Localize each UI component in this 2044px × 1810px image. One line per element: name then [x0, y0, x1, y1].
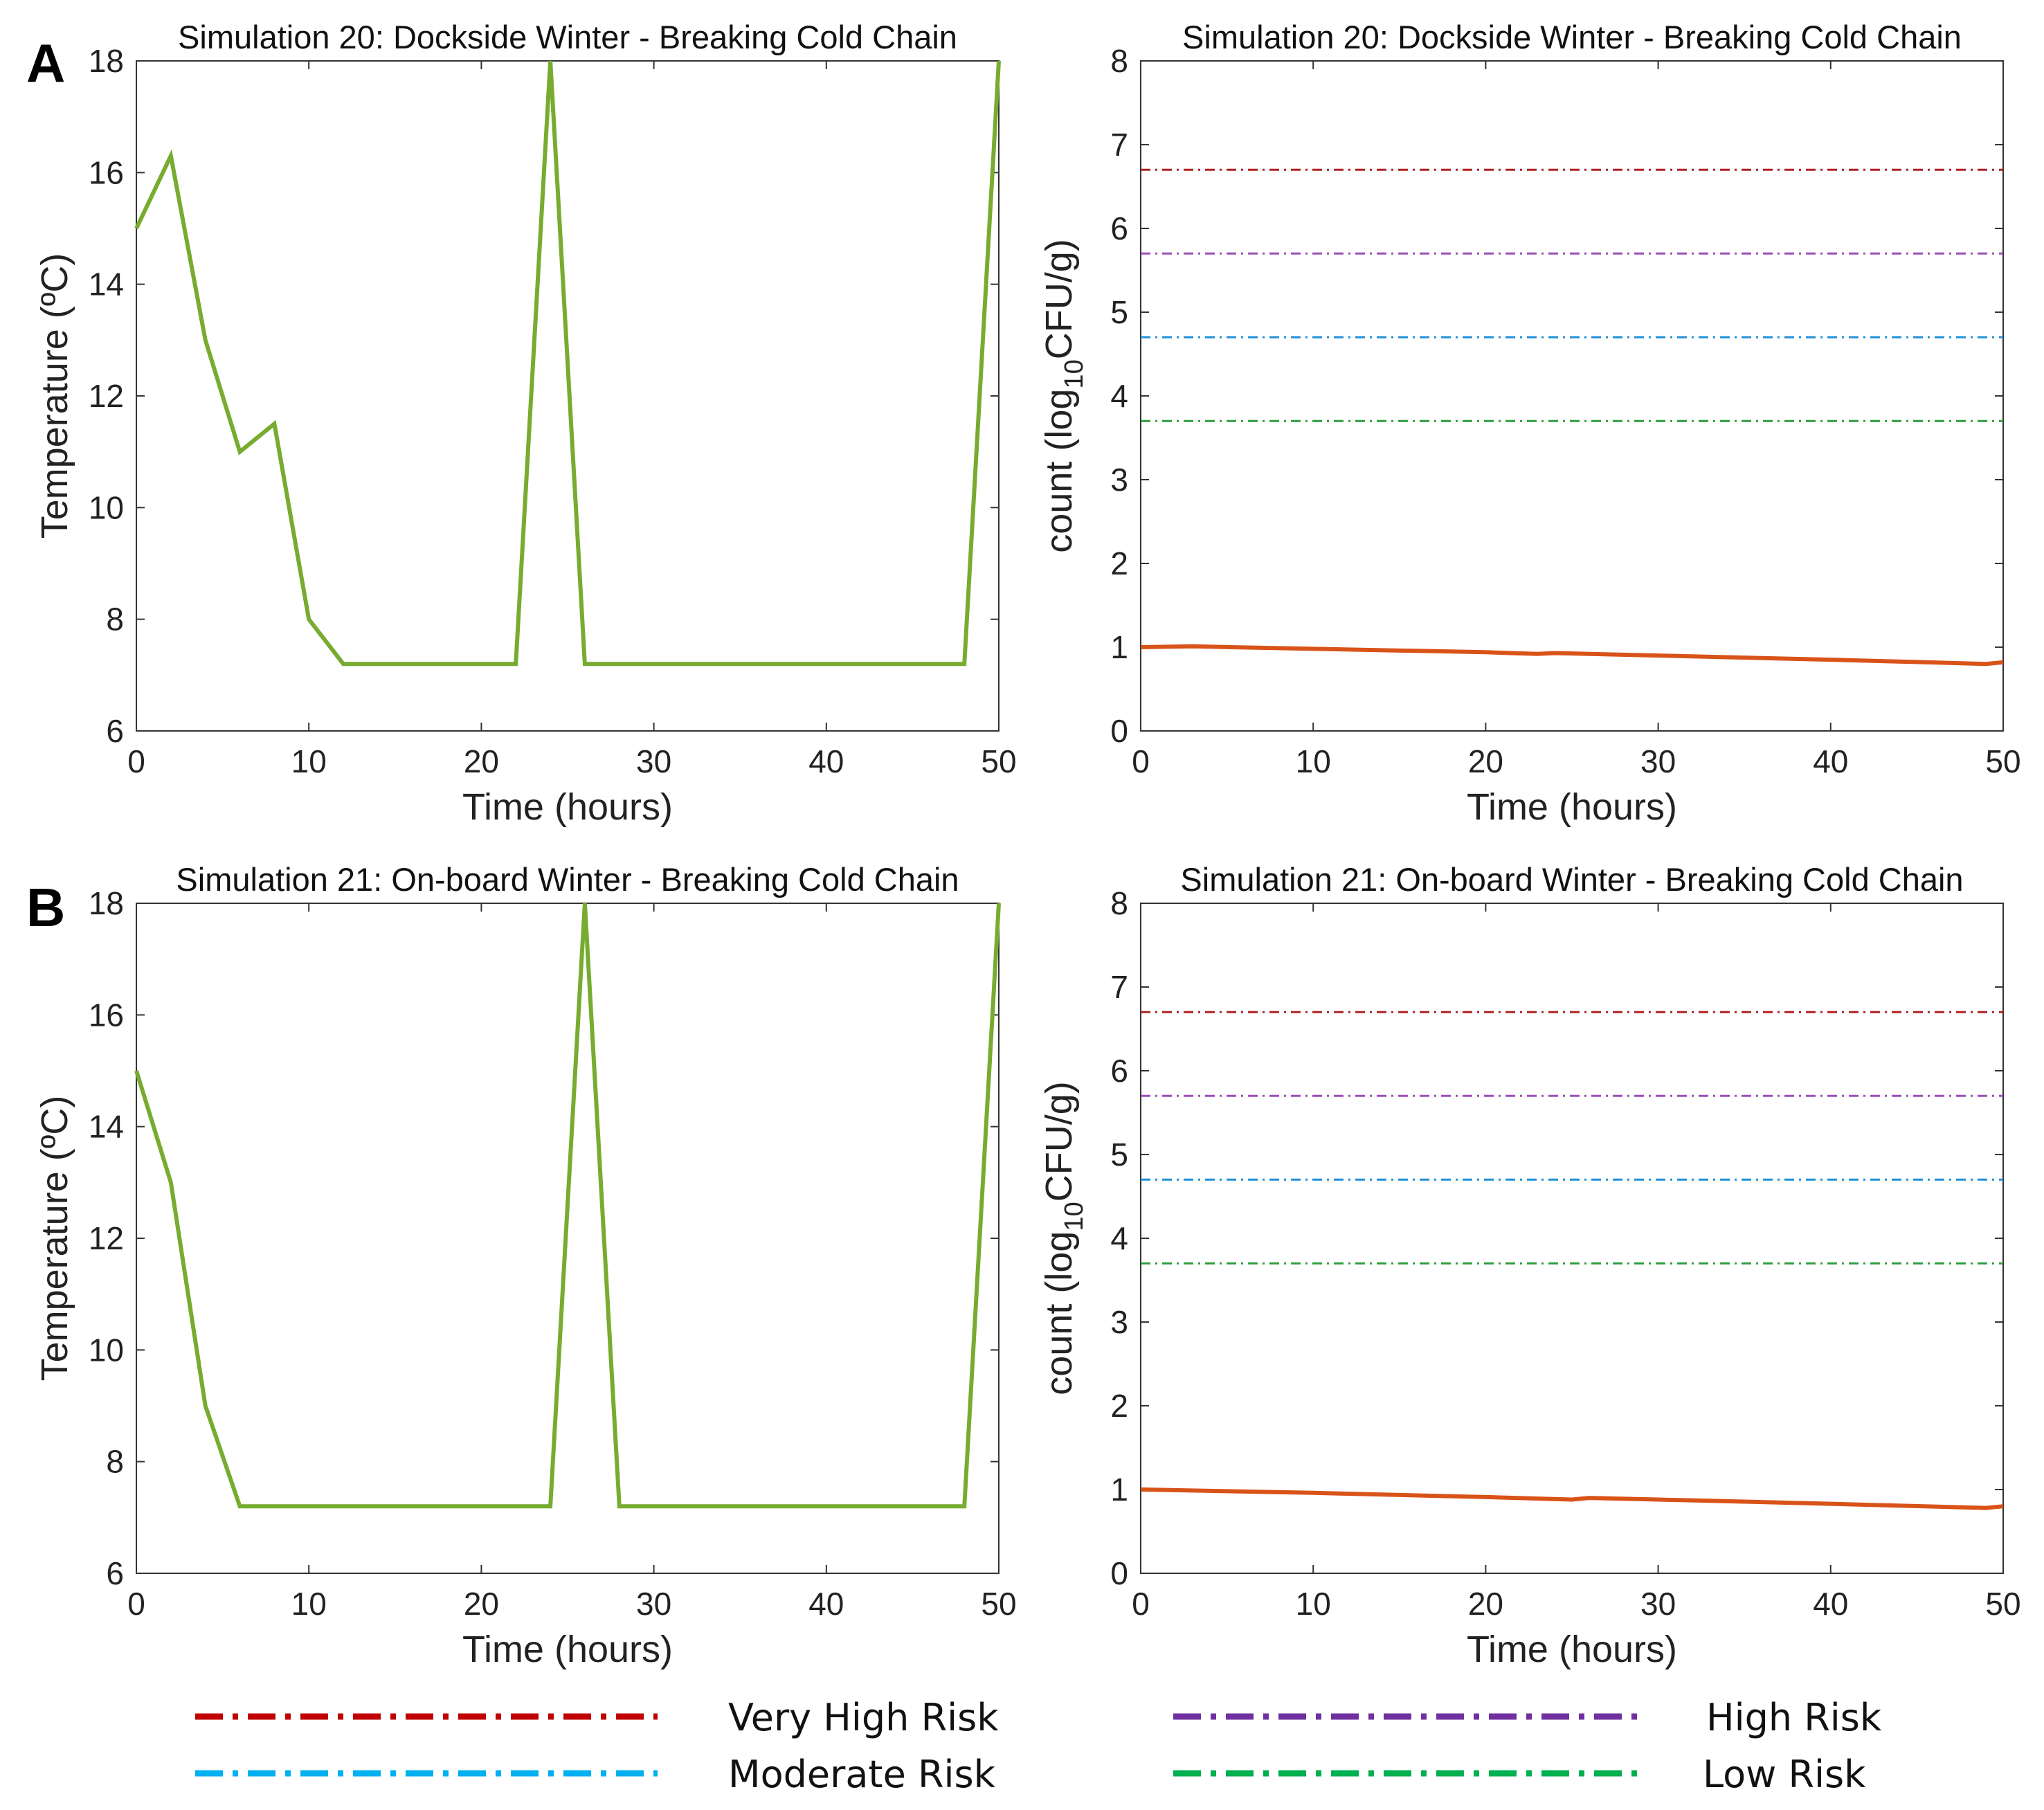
chart-b-count: Simulation 21: On-board Winter - Breakin… — [1038, 861, 2021, 1670]
y-tick-label: 0 — [1110, 1555, 1128, 1591]
x-tick-label: 50 — [1985, 1586, 2020, 1622]
y-tick-label: 8 — [106, 1444, 124, 1480]
y-tick-label: 6 — [1110, 1053, 1128, 1089]
x-axis-label: Time (hours) — [462, 786, 673, 828]
y-tick-label: 12 — [89, 378, 124, 414]
series-line-count — [1140, 644, 2004, 667]
x-axis-label: Time (hours) — [462, 1629, 673, 1670]
y-axis-label-tail: CFU/g) — [1038, 1081, 1080, 1202]
x-tick-label: 0 — [1132, 1586, 1150, 1622]
y-axis-label-subscript: 10 — [1060, 359, 1089, 388]
y-tick-label: 10 — [89, 489, 124, 525]
x-tick-label: 50 — [1985, 743, 2020, 779]
chart-title: Simulation 21: On-board Winter - Breakin… — [176, 861, 959, 898]
chart-title: Simulation 20: Dockside Winter - Breakin… — [178, 19, 957, 55]
x-tick-label: 30 — [1640, 1586, 1676, 1622]
x-tick-label: 20 — [1468, 1586, 1503, 1622]
y-tick-label: 6 — [106, 1555, 124, 1591]
chart-title: Simulation 20: Dockside Winter - Breakin… — [1182, 19, 1962, 55]
plot-area — [1140, 60, 2004, 732]
y-tick-label: 18 — [89, 885, 124, 921]
chart-a-temperature: Simulation 20: Dockside Winter - Breakin… — [34, 19, 1017, 828]
y-tick-label: 8 — [1110, 43, 1128, 79]
x-tick-label: 30 — [636, 1586, 671, 1622]
y-axis-label: count (log10CFU/g) — [1038, 239, 1089, 552]
series-line-temperature — [134, 60, 1001, 667]
y-tick-label: 1 — [1110, 629, 1128, 665]
x-tick-label: 0 — [127, 743, 145, 779]
legend-moderate-label: Moderate Risk — [728, 1753, 996, 1796]
x-axis-label: Time (hours) — [1467, 1629, 1677, 1670]
x-tick-label: 20 — [464, 1586, 499, 1622]
y-axis-label: Temperature (ºC) — [34, 1096, 75, 1382]
y-tick-label: 6 — [106, 713, 124, 749]
y-axis-label-main: count (log — [1038, 389, 1080, 553]
y-tick-label: 3 — [1110, 462, 1128, 498]
y-tick-label: 2 — [1110, 545, 1128, 581]
y-tick-label: 14 — [89, 266, 124, 302]
legend-very-high-label: Very High Risk — [728, 1696, 999, 1739]
y-tick-label: 16 — [89, 154, 124, 190]
plot-area — [1140, 903, 2004, 1574]
y-axis-label-tail: CFU/g) — [1038, 239, 1080, 359]
legend-low-label: Low Risk — [1703, 1753, 1866, 1796]
y-tick-label: 0 — [1110, 713, 1128, 749]
y-tick-label: 6 — [1110, 210, 1128, 246]
y-tick-label: 5 — [1110, 1137, 1128, 1173]
chart-title: Simulation 21: On-board Winter - Breakin… — [1180, 861, 1963, 898]
y-tick-label: 5 — [1110, 294, 1128, 330]
y-axis-label-main: count (log — [1038, 1231, 1080, 1395]
legend: Very High Risk High Risk Moderate Risk L… — [195, 1696, 1882, 1796]
x-tick-label: 10 — [1296, 1586, 1331, 1622]
panel-letter-b: B — [26, 877, 65, 938]
x-tick-label: 40 — [808, 1586, 844, 1622]
y-tick-label: 8 — [1110, 885, 1128, 921]
y-tick-label: 2 — [1110, 1388, 1128, 1424]
x-tick-label: 40 — [1813, 1586, 1848, 1622]
x-tick-label: 0 — [127, 1586, 145, 1622]
legend-high-label: High Risk — [1706, 1696, 1882, 1739]
x-tick-label: 50 — [981, 743, 1016, 779]
y-tick-label: 10 — [89, 1332, 124, 1368]
x-tick-label: 20 — [1468, 743, 1503, 779]
x-axis-label: Time (hours) — [1467, 786, 1677, 828]
x-tick-label: 10 — [291, 1586, 327, 1622]
y-tick-label: 7 — [1110, 127, 1128, 163]
y-tick-label: 7 — [1110, 969, 1128, 1005]
y-tick-label: 14 — [89, 1109, 124, 1145]
panel-letter-a: A — [26, 33, 65, 93]
y-axis-label: Temperature (ºC) — [34, 253, 75, 539]
y-axis-label: count (log10CFU/g) — [1038, 1081, 1089, 1395]
y-tick-label: 12 — [89, 1220, 124, 1256]
y-tick-label: 4 — [1110, 378, 1128, 414]
x-tick-label: 30 — [1640, 743, 1676, 779]
chart-a-count: Simulation 20: Dockside Winter - Breakin… — [1038, 19, 2021, 828]
y-tick-label: 8 — [106, 601, 124, 637]
x-tick-label: 10 — [1296, 743, 1331, 779]
x-tick-label: 0 — [1132, 743, 1150, 779]
x-tick-label: 40 — [808, 743, 844, 779]
chart-b-temperature: Simulation 21: On-board Winter - Breakin… — [34, 861, 1017, 1670]
y-tick-label: 16 — [89, 997, 124, 1033]
y-axis-label-subscript: 10 — [1060, 1202, 1089, 1231]
y-tick-label: 18 — [89, 43, 124, 79]
x-tick-label: 30 — [636, 743, 671, 779]
y-tick-label: 4 — [1110, 1220, 1128, 1256]
x-tick-label: 50 — [981, 1586, 1016, 1622]
x-tick-label: 20 — [464, 743, 499, 779]
x-tick-label: 10 — [291, 743, 327, 779]
x-tick-label: 40 — [1813, 743, 1848, 779]
y-tick-label: 3 — [1110, 1304, 1128, 1340]
y-tick-label: 1 — [1110, 1472, 1128, 1508]
